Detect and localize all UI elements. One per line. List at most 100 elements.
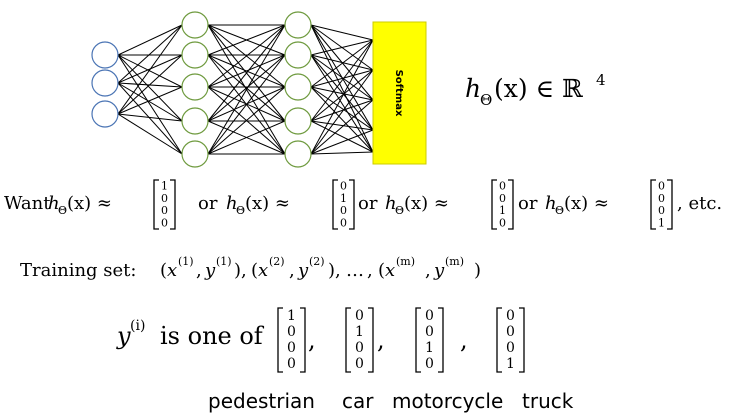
hidden2-node-5 xyxy=(284,140,312,168)
training-set-label: Training set: xyxy=(20,260,136,281)
connection-l0-1-3 xyxy=(117,82,183,122)
connection-to-softmax-3-2 xyxy=(310,99,374,122)
softmax-box xyxy=(372,21,427,165)
class-vector-pedestrian-entry: 1 xyxy=(287,308,296,324)
connection-to-softmax-3-1 xyxy=(310,69,374,122)
class-vector-pedestrian-entry: 0 xyxy=(287,340,296,356)
comma-ma: , xyxy=(425,260,431,281)
want-or-3: or xyxy=(518,193,538,214)
connection-to-softmax-3-3 xyxy=(310,120,374,131)
training-set-line: Training set: ( x (1) , y (1) ), ( x (2)… xyxy=(20,255,481,281)
class-vector-motorcycle-entry: 0 xyxy=(425,356,434,372)
class-label-motorcycle: motorcycle xyxy=(392,389,503,413)
class-vector-car-left-bracket xyxy=(345,307,351,373)
want-h-4: h xyxy=(545,193,557,214)
want-vector-2-entry: 0 xyxy=(340,204,347,217)
class-label-truck: truck xyxy=(522,389,574,413)
connection-to-softmax-1-3 xyxy=(310,54,374,131)
want-vector-4-left-bracket xyxy=(650,179,656,230)
connection-to-softmax-2-2 xyxy=(310,86,374,101)
ellipsis: … xyxy=(346,260,364,281)
want-suffix: , etc. xyxy=(677,193,722,214)
want-vector-2-right-bracket xyxy=(349,179,355,230)
want-args-4: (x) ≈ xyxy=(564,193,609,214)
connection-l1-1-0 xyxy=(207,24,286,56)
network-nodes xyxy=(91,11,312,168)
comma-2a: , xyxy=(289,260,295,281)
connection-l1-3-0 xyxy=(207,24,286,122)
connection-l1-2-1 xyxy=(207,54,286,88)
class-vector-pedestrian-right-bracket xyxy=(300,307,306,373)
y-2: y xyxy=(297,260,309,281)
sep-comma-3: , xyxy=(460,326,468,354)
want-vector-1-entry: 0 xyxy=(161,216,168,229)
connection-l0-1-0 xyxy=(117,24,183,84)
want-h-2: h xyxy=(226,193,238,214)
hidden1-node-5 xyxy=(181,140,209,168)
class-label-pedestrian: pedestrian xyxy=(208,389,315,413)
sup-1b: (1) xyxy=(216,255,232,268)
connection-l1-4-1 xyxy=(207,54,286,155)
input-node-3 xyxy=(91,100,119,128)
want-args-3: (x) ≈ xyxy=(404,193,449,214)
is-one-of-text: is one of xyxy=(160,322,265,350)
connection-l0-1-4 xyxy=(117,82,183,155)
want-vector-2-entry: 1 xyxy=(340,192,347,205)
want-vector-3-entry: 1 xyxy=(499,204,506,217)
input-node-1 xyxy=(91,41,119,69)
ellipsis-comma: , xyxy=(367,260,373,281)
connection-to-softmax-1-4 xyxy=(310,54,374,153)
connection-l1-3-1 xyxy=(207,54,286,122)
class-vector-car-entry: 1 xyxy=(355,324,364,340)
connection-to-softmax-2-3 xyxy=(310,86,374,131)
network-connections xyxy=(117,24,374,155)
class-vector-truck-entry: 0 xyxy=(506,324,515,340)
connection-to-softmax-2-4 xyxy=(310,86,374,153)
want-vector-3-entry: 0 xyxy=(499,192,506,205)
softmax-label: Softmax xyxy=(393,70,404,117)
class-vector-car-entry: 0 xyxy=(355,308,364,324)
connection-l0-0-3 xyxy=(117,54,183,122)
sup-mb: (m) xyxy=(445,255,464,268)
want-vector-4-entry: 0 xyxy=(658,180,665,193)
connection-l0-0-2 xyxy=(117,54,183,88)
sup-1a: (1) xyxy=(178,255,194,268)
connection-l0-2-1 xyxy=(117,54,183,115)
want-vector-1-left-bracket xyxy=(153,179,159,230)
hidden2-node-2 xyxy=(284,41,312,69)
connection-to-softmax-1-1 xyxy=(310,54,374,71)
want-sub-3: Θ xyxy=(395,204,404,217)
class-vector-car-right-bracket xyxy=(368,307,374,373)
sup-2a: (2) xyxy=(269,255,285,268)
connection-to-softmax-4-3 xyxy=(310,129,374,155)
sup-ma: (m) xyxy=(396,255,415,268)
hidden1-node-4 xyxy=(181,107,209,135)
y-i-superscript: (i) xyxy=(130,318,145,334)
connection-l1-2-0 xyxy=(207,24,286,88)
connection-to-softmax-4-0 xyxy=(310,39,374,155)
hidden2-node-3 xyxy=(284,73,312,101)
class-vector-truck-entry: 1 xyxy=(506,356,515,372)
y-m: y xyxy=(433,260,445,281)
want-h-3: h xyxy=(385,193,397,214)
hidden2-node-1 xyxy=(284,11,312,39)
paren-close-1: ), xyxy=(234,260,247,281)
connection-to-softmax-1-2 xyxy=(310,54,374,101)
paren-open-2: ( xyxy=(251,260,258,281)
output-domain: (x) ∈ ℝ xyxy=(494,74,583,103)
want-args-1: (x) ≈ xyxy=(67,193,112,214)
class-vector-truck-entry: 0 xyxy=(506,308,515,324)
connection-to-softmax-4-2 xyxy=(310,99,374,155)
want-vector-1-entry: 0 xyxy=(161,192,168,205)
connection-to-softmax-3-0 xyxy=(310,39,374,122)
want-sub-2: Θ xyxy=(236,204,245,217)
want-vector-3-entry: 0 xyxy=(499,180,506,193)
comma-1a: , xyxy=(196,260,202,281)
want-vector-1-entry: 1 xyxy=(161,180,168,193)
